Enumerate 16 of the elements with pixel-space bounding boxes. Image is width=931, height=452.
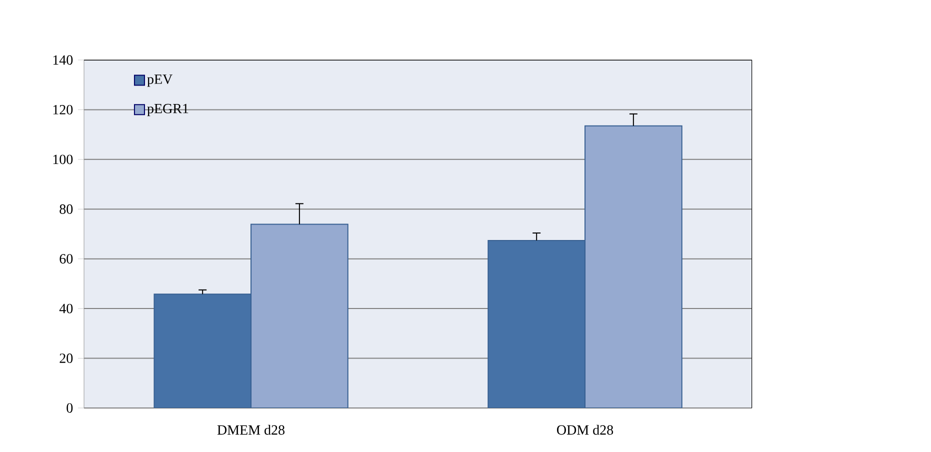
- bar: [488, 240, 586, 408]
- bar: [250, 224, 348, 408]
- y-tick-label: 120: [53, 104, 73, 114]
- bar: [154, 294, 252, 408]
- y-tick-label: 20: [60, 354, 73, 363]
- x-tick-label: DMEM d28: [217, 424, 284, 435]
- y-tick-label: 0: [66, 403, 73, 413]
- legend-label: pEGR1: [147, 104, 188, 116]
- y-tick-label: 140: [53, 55, 73, 65]
- x-tick-label: ODM d28: [557, 424, 614, 435]
- legend-label: pEV: [147, 74, 172, 87]
- y-tick-label: 100: [53, 154, 73, 164]
- y-tick-label: 40: [59, 304, 73, 314]
- y-tick-label: 80: [60, 204, 73, 214]
- bar: [584, 125, 682, 408]
- y-tick-label: 60: [60, 254, 73, 264]
